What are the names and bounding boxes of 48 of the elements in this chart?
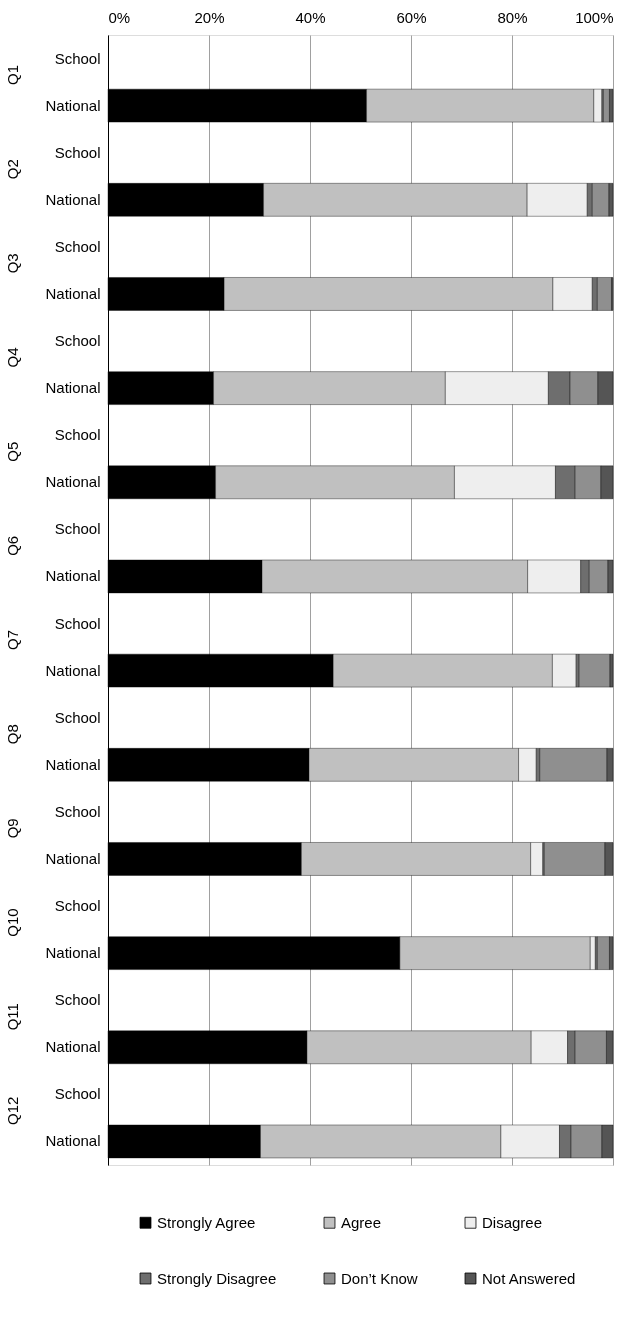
y-tick-label: National: [45, 755, 101, 773]
y-tick-label: School: [54, 49, 101, 67]
y-tick-label: School: [54, 1085, 101, 1103]
x-tick-label: 40%: [295, 8, 326, 26]
text: Q12: [4, 1096, 21, 1126]
y-tick-label: National: [45, 284, 101, 302]
text: Q7: [4, 630, 21, 651]
y-tick-label: National: [45, 473, 101, 491]
text: Q11: [4, 1003, 21, 1031]
text: Q8: [4, 724, 21, 745]
legend-label: Agree: [341, 1213, 382, 1231]
text: Q9: [4, 818, 21, 839]
legend-label: Strongly Disagree: [157, 1269, 277, 1287]
y-tick-label: National: [45, 1132, 101, 1150]
y-tick-label: School: [54, 802, 101, 820]
y-tick-label: School: [54, 426, 101, 444]
x-tick-label: 0%: [108, 8, 131, 26]
y-tick-label: School: [54, 614, 101, 632]
y-tick-label: School: [54, 897, 101, 915]
legend-label: Disagree: [482, 1213, 543, 1231]
y-tick-label: National: [45, 661, 101, 679]
text: Q2: [4, 159, 21, 180]
x-tick-label: 60%: [396, 8, 427, 26]
x-tick-label: 20%: [194, 8, 225, 26]
text: Q5: [4, 441, 21, 462]
text: Q3: [4, 253, 21, 274]
y-tick-label: School: [54, 708, 101, 726]
x-tick-label: 80%: [497, 8, 528, 26]
legend-label: Don’t Know: [341, 1269, 418, 1287]
y-tick-label: National: [45, 944, 101, 962]
y-tick-label: School: [54, 143, 101, 161]
y-tick-label: National: [45, 567, 101, 585]
y-tick-label: School: [54, 237, 101, 255]
y-tick-label: National: [45, 849, 101, 867]
text: Q1: [4, 65, 21, 86]
y-tick-label: National: [45, 96, 101, 114]
text: Q6: [4, 535, 21, 556]
y-tick-label: School: [54, 520, 101, 538]
y-tick-label: School: [54, 991, 101, 1009]
y-tick-label: National: [45, 379, 101, 397]
text: Q10: [4, 908, 21, 937]
legend-label: Not Answered: [482, 1269, 576, 1287]
text: Q4: [4, 347, 21, 368]
y-tick-label: National: [45, 1038, 101, 1056]
legend-label: Strongly Agree: [157, 1213, 256, 1231]
x-tick-label: 100%: [575, 8, 614, 26]
y-tick-label: School: [54, 332, 101, 350]
y-tick-label: National: [45, 190, 101, 208]
